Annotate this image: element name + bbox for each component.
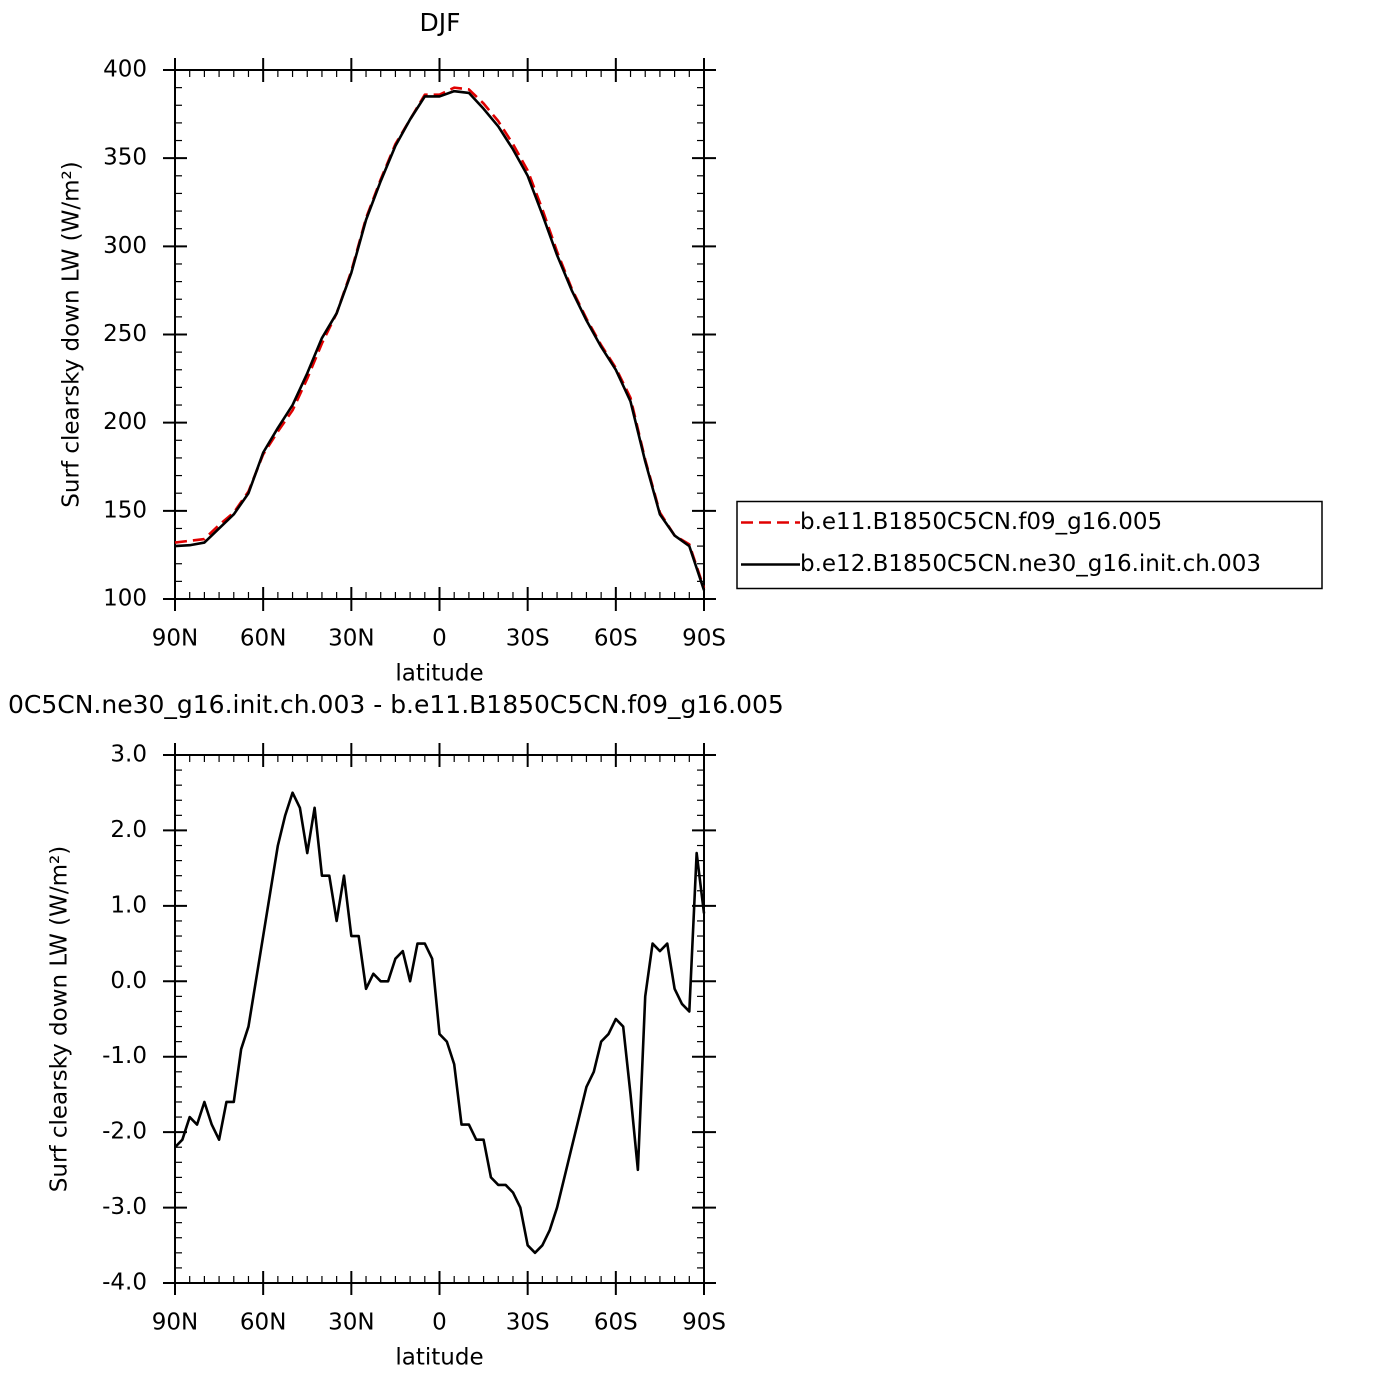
y-tick-label: 150 <box>103 497 147 523</box>
x-tick-label: 60N <box>240 626 286 652</box>
x-tick-label: 0 <box>432 626 447 652</box>
y-axis-label: Surf clearsky down LW (W/m²) <box>59 161 85 507</box>
x-tick-label: 30N <box>328 626 374 652</box>
y-tick-label: 350 <box>103 145 147 171</box>
y-tick-label: 300 <box>103 233 147 259</box>
x-tick-label: 90N <box>152 1310 198 1336</box>
x-tick-label: 90S <box>682 1310 726 1336</box>
plot-frame <box>174 69 705 600</box>
chart-title: DJF <box>419 8 460 37</box>
y-tick-label: 3.0 <box>110 742 147 768</box>
data-line <box>174 791 706 1255</box>
x-tick-label: 30S <box>506 626 550 652</box>
x-tick-label: 60S <box>594 1310 638 1336</box>
plot-frame <box>174 754 705 1284</box>
x-tick-label: 60N <box>240 1310 286 1336</box>
y-tick-label: -4.0 <box>102 1270 147 1296</box>
y-tick-label: 250 <box>103 321 147 347</box>
y-tick-label: -2.0 <box>102 1119 147 1145</box>
legend-label: b.e12.B1850C5CN.ne30_g16.init.ch.003 <box>800 551 1261 577</box>
y-tick-label: -3.0 <box>102 1194 147 1220</box>
x-tick-label: 60S <box>594 626 638 652</box>
y-tick-label: 200 <box>103 409 147 435</box>
x-tick-label: 0 <box>432 1310 447 1336</box>
y-axis-label: Surf clearsky down LW (W/m²) <box>47 846 73 1192</box>
x-tick-label: 30N <box>328 1310 374 1336</box>
y-tick-label: 2.0 <box>110 817 147 843</box>
y-tick-label: 1.0 <box>110 892 147 918</box>
x-tick-label: 90S <box>682 626 726 652</box>
x-axis-label: latitude <box>395 1345 483 1371</box>
x-axis-label: latitude <box>395 661 483 687</box>
x-tick-label: 30S <box>506 1310 550 1336</box>
data-line <box>174 89 706 591</box>
y-tick-label: -1.0 <box>102 1043 147 1069</box>
y-tick-label: 400 <box>103 57 147 83</box>
chart-title: 0C5CN.ne30_g16.init.ch.003 - b.e11.B1850… <box>8 690 784 719</box>
y-tick-label: 0.0 <box>110 968 147 994</box>
y-tick-label: 100 <box>103 586 147 612</box>
data-line <box>174 86 706 589</box>
x-tick-label: 90N <box>152 626 198 652</box>
legend-box <box>736 500 1323 590</box>
legend-label: b.e11.B1850C5CN.f09_g16.005 <box>800 509 1162 535</box>
